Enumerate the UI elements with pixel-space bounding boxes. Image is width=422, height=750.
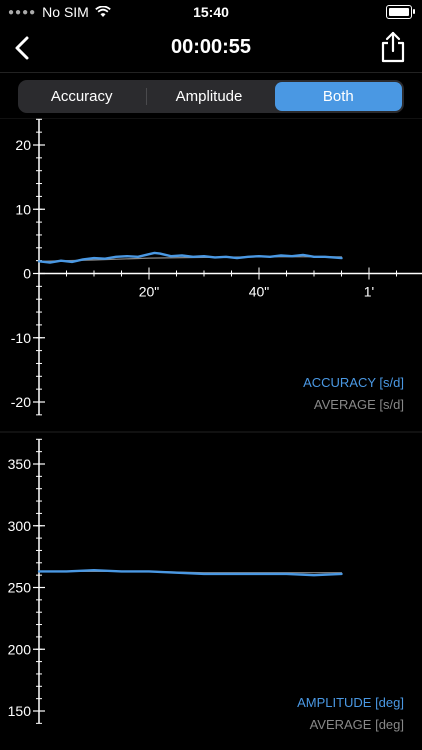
amplitude-legend: AMPLITUDE [deg] [297, 695, 404, 710]
accuracy-legend: ACCURACY [s/d] [303, 375, 404, 390]
y-tick-label: 0 [23, 266, 31, 282]
elapsed-time-title: 00:00:55 [170, 36, 252, 58]
y-tick-label: -10 [11, 330, 31, 346]
amplitude-average-legend: AVERAGE [deg] [309, 717, 404, 732]
accuracy-chart: 20 10 0 -10 -20 20" 40" 1' [11, 118, 422, 416]
y-tick-label: 250 [8, 580, 32, 596]
status-left: ●●●● No SIM [8, 4, 111, 20]
status-bar: ●●●● No SIM 15:40 [0, 0, 422, 24]
y-tick-label: 350 [8, 456, 32, 472]
view-mode-segmented-control: Accuracy Amplitude Both [18, 80, 404, 113]
x-tick-label: 1' [364, 284, 374, 300]
x-tick-label: 40" [249, 284, 270, 300]
y-tick-label: -20 [11, 394, 31, 410]
carrier-label: No SIM [42, 4, 89, 20]
signal-dots-icon: ●●●● [8, 6, 37, 18]
segment-accuracy[interactable]: Accuracy [50, 88, 113, 105]
y-tick-label: 300 [8, 518, 32, 534]
segment-amplitude[interactable]: Amplitude [175, 88, 243, 105]
back-chevron-icon[interactable] [8, 32, 40, 64]
status-time: 15:40 [193, 4, 229, 20]
wifi-icon [95, 6, 111, 17]
y-tick-label: 200 [8, 641, 32, 657]
y-tick-label: 20 [15, 137, 31, 153]
charts-area[interactable]: 20 10 0 -10 -20 20" 40" 1' 350 300 250 200 150 [0, 118, 422, 750]
segment-divider [146, 88, 147, 105]
accuracy-average-legend: AVERAGE [s/d] [313, 397, 404, 412]
navigation-bar: 00:00:55 [0, 24, 422, 73]
share-icon[interactable] [378, 30, 408, 64]
battery-icon [386, 5, 415, 19]
y-tick-label: 10 [15, 201, 31, 217]
main-series-line [37, 569, 343, 577]
main-series-line [37, 251, 343, 264]
x-tick-label: 20" [139, 284, 160, 300]
segment-both[interactable]: Both [274, 82, 402, 111]
y-tick-label: 150 [8, 703, 32, 719]
amplitude-chart: 350 300 250 200 150 [8, 438, 343, 724]
